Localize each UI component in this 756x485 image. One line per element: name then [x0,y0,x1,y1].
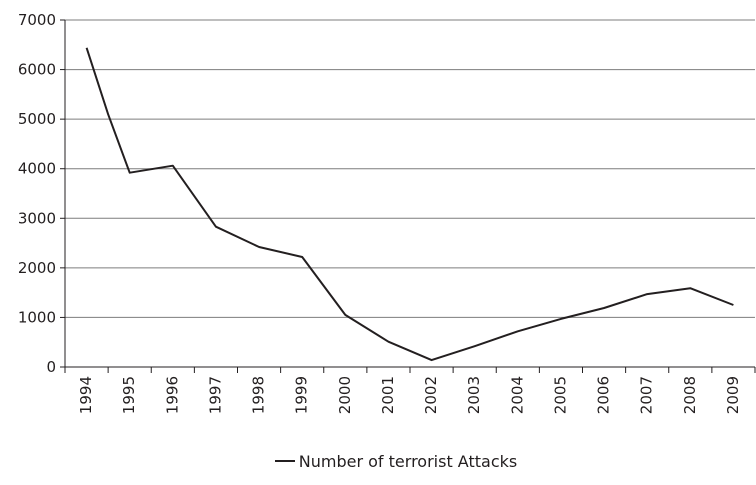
y-axis-ticks: 0 1000 2000 3000 4000 5000 6000 7000 [18,11,65,376]
axes [64,20,755,368]
x-tick-label: 1994 [77,376,95,414]
x-tick-label: 1999 [293,376,311,414]
x-tick-label: 2009 [724,376,742,414]
x-tick-label: 1997 [206,376,224,414]
x-tick-label: 2006 [595,376,613,414]
series-line [85,47,734,362]
x-tick-label: 1996 [163,376,181,414]
y-tick-label: 6000 [18,61,56,79]
x-tick-label: 1998 [250,376,268,414]
x-tick-label: 2003 [465,376,483,414]
x-axis-ticks: 1994 1995 1996 1997 1998 1999 2000 2001 2002 2003… [64,367,756,414]
y-tick-label: 5000 [18,110,56,128]
x-tick-label: 2002 [422,376,440,414]
x-tick-label: 2004 [508,376,526,414]
x-tick-label: 2000 [336,376,354,414]
legend: Number of terrorist Attacks [0,447,756,475]
x-tick-label: 2008 [681,376,699,414]
legend-label: Number of terrorist Attacks [298,451,518,471]
series-layer [85,47,734,362]
y-tick-label: 1000 [18,308,56,326]
x-tick-label: 1995 [120,376,138,414]
x-tick-label: 2005 [551,376,569,414]
legend-item: Number of terrorist Attacks [239,452,517,471]
y-tick-label: 7000 [18,11,56,29]
y-tick-label: 0 [46,358,56,376]
x-tick-label: 2007 [638,376,656,414]
legend-line-swatch [274,460,295,462]
y-tick-label: 3000 [18,209,56,227]
y-tick-label: 2000 [18,259,56,277]
y-tick-label: 4000 [18,160,56,178]
gridlines [65,19,755,318]
x-tick-label: 2001 [379,376,397,414]
